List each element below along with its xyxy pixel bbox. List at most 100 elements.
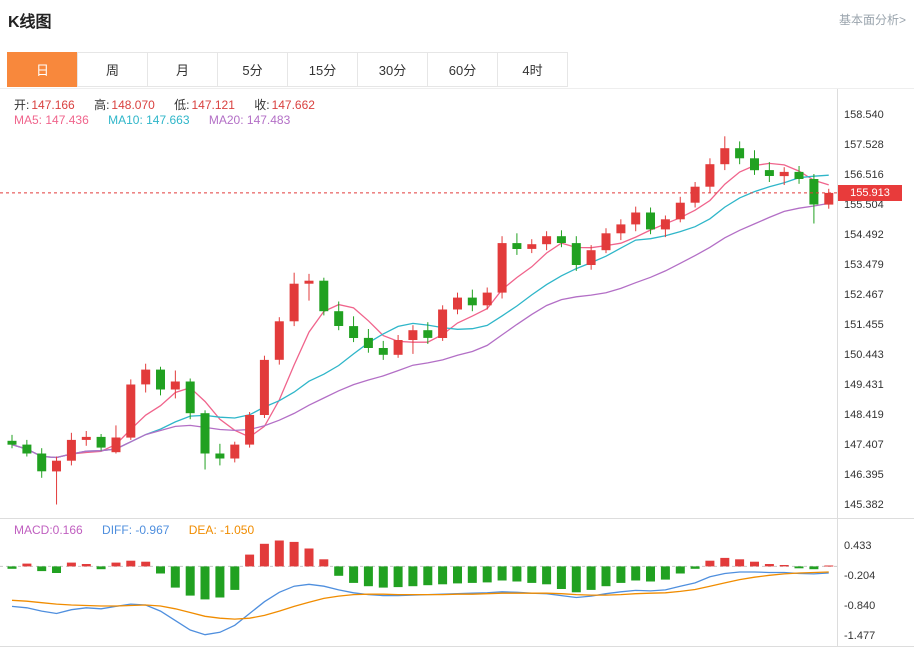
candle-body [690, 186, 700, 203]
tab-日[interactable]: 日 [7, 52, 78, 87]
tab-60分[interactable]: 60分 [427, 52, 498, 87]
macd-bar [141, 561, 151, 567]
macd-bar [453, 566, 462, 584]
high-label: 高: [94, 98, 110, 112]
price-axis-label: 158.540 [844, 109, 884, 121]
ohlc-info: 开: 147.166 高: 148.070 低: 147.121 收: 147.662 [14, 96, 331, 113]
macd-info: MACD:0.166 DIFF: -0.967 DEA: -1.050 [14, 523, 270, 537]
candle-body [363, 337, 373, 348]
macd-bar [512, 566, 522, 582]
macd-bar [245, 554, 255, 567]
macd-bar [438, 566, 448, 585]
candle-body [527, 244, 537, 249]
macd-bar [809, 566, 819, 570]
price-axis-label: 151.455 [844, 319, 884, 331]
candle-body [809, 179, 819, 205]
macd-bar [349, 566, 359, 583]
diff-value: -0.967 [135, 523, 170, 537]
macd-bar [378, 566, 388, 588]
candlestick-chart[interactable] [0, 89, 838, 518]
candle-body [274, 321, 284, 360]
candle-body [141, 369, 151, 385]
macd-bar [705, 560, 715, 567]
candle-body [81, 436, 91, 440]
ma20-value: 147.483 [246, 113, 291, 127]
macd-bar [601, 566, 611, 587]
candle-body [7, 440, 17, 445]
candle-body [96, 436, 106, 448]
macd-bar [170, 566, 180, 588]
candle-body [245, 415, 255, 445]
price-axis-label: 153.479 [844, 259, 884, 271]
macd-bar [22, 563, 32, 567]
macd-bar [824, 565, 834, 567]
ma20-label: MA20: [208, 113, 244, 127]
candle-body [259, 359, 269, 415]
macd-value: 0.166 [52, 523, 83, 537]
diff-line [11, 571, 829, 636]
macd-bar [542, 566, 552, 585]
candle-body [66, 439, 76, 461]
diff-label: DIFF: [102, 523, 133, 537]
dea-value: -1.050 [220, 523, 255, 537]
candle-body [230, 444, 240, 459]
price-axis-label: 157.528 [844, 139, 884, 151]
candle-body [22, 444, 32, 454]
macd-bar [215, 566, 225, 598]
price-axis: 158.540 157.528 156.516 155.504 154.492 153.4… [838, 89, 914, 646]
candle-body [660, 219, 670, 230]
candle-body [571, 243, 581, 265]
candle-body [601, 233, 611, 251]
tab-4时[interactable]: 4时 [497, 52, 568, 87]
candle-body [289, 283, 299, 322]
candle-body [156, 369, 165, 390]
macd-axis-label: 0.433 [844, 540, 872, 552]
macd-bar [675, 566, 685, 574]
macd-bar [690, 566, 700, 569]
macd-bar [646, 566, 655, 582]
ma10-label: MA10: [108, 113, 143, 127]
macd-axis-label: -1.477 [844, 630, 876, 642]
high-value: 148.070 [111, 98, 155, 112]
candle-body [542, 236, 552, 245]
price-axis-label: 155.504 [844, 199, 884, 211]
candle-body [185, 381, 195, 414]
macd-bar [660, 566, 670, 580]
candle-body [824, 192, 834, 205]
close-value: 147.662 [271, 98, 315, 112]
fundamental-analysis-link[interactable]: 基本面分析> [838, 13, 906, 27]
candle-body [512, 243, 522, 249]
tab-5分[interactable]: 5分 [217, 52, 288, 87]
candle-body [378, 348, 388, 355]
macd-chart[interactable] [0, 519, 838, 646]
axis-border [837, 89, 838, 646]
candle-body [111, 437, 121, 453]
macd-bar [289, 541, 299, 567]
tab-月[interactable]: 月 [147, 52, 218, 87]
dea-line [11, 571, 829, 620]
pane-separator [0, 518, 914, 519]
tab-30分[interactable]: 30分 [357, 52, 428, 87]
price-axis-label: 154.492 [844, 229, 884, 241]
price-axis-label: 146.395 [844, 469, 884, 481]
candle-body [705, 164, 715, 187]
candle-body [616, 224, 626, 234]
candle-body [215, 453, 225, 459]
macd-bar [527, 566, 537, 583]
candle-body [304, 280, 314, 284]
candle-body [556, 236, 566, 243]
price-axis-label: 148.419 [844, 409, 884, 421]
period-tabs: 日周月 5分 15分 30分 60分 4时 [7, 52, 568, 87]
candle-body [720, 148, 730, 165]
macd-bar [81, 564, 91, 567]
macd-bar [156, 566, 165, 574]
ma-info: MA5: 147.436 MA10: 147.663 MA20: 147.483 [14, 113, 306, 127]
macd-bar [319, 559, 329, 567]
macd-bar [393, 566, 403, 588]
ma5-value: 147.436 [45, 113, 89, 127]
tab-周[interactable]: 周 [77, 52, 148, 87]
macd-bar [616, 566, 626, 583]
chart-area: 158.540 157.528 156.516 155.504 154.492 153.4… [0, 88, 914, 647]
price-axis-label: 145.382 [844, 499, 884, 511]
tab-15分[interactable]: 15分 [287, 52, 358, 87]
